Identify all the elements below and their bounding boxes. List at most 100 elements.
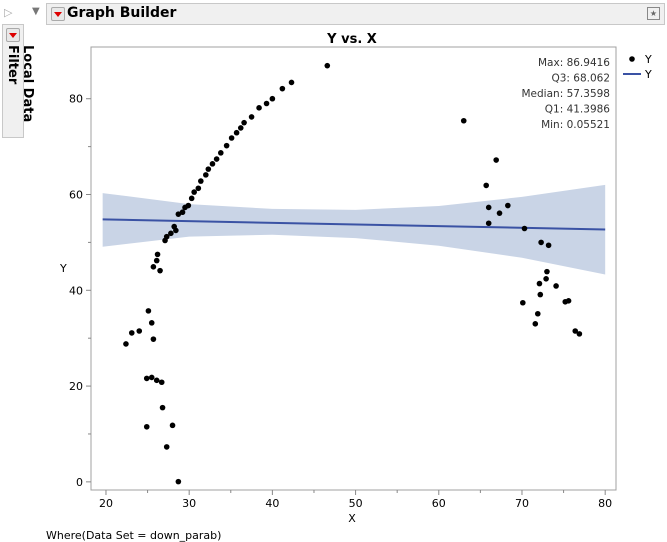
pin-icon[interactable]: ★	[647, 7, 660, 20]
confidence-band	[102, 184, 606, 275]
data-point[interactable]	[128, 330, 135, 336]
data-point[interactable]	[123, 341, 129, 347]
data-point[interactable]	[198, 178, 204, 184]
data-point[interactable]	[279, 85, 286, 92]
filter-tab-label: Local Data Filter	[5, 45, 35, 123]
data-point[interactable]	[179, 209, 186, 216]
fit-line	[102, 218, 606, 231]
data-point[interactable]	[324, 62, 331, 69]
data-point[interactable]	[485, 204, 492, 211]
data-point[interactable]	[505, 202, 511, 209]
data-point[interactable]	[248, 114, 255, 120]
x-tick-label: 80	[598, 497, 612, 510]
data-point[interactable]	[145, 308, 152, 314]
y-tick-label: 60	[69, 189, 83, 202]
data-point[interactable]	[228, 135, 235, 141]
data-point[interactable]	[269, 95, 276, 102]
data-point[interactable]	[521, 225, 528, 232]
disclosure-triangle-icon[interactable]: ▼	[32, 6, 40, 17]
data-point[interactable]	[223, 142, 230, 149]
data-point[interactable]	[496, 210, 503, 216]
y-tick-label: 0	[76, 476, 83, 489]
data-point[interactable]	[136, 328, 143, 334]
header-title: Graph Builder	[67, 5, 177, 21]
data-point[interactable]	[217, 150, 224, 156]
data-point[interactable]	[209, 161, 216, 167]
plot-frame	[90, 46, 617, 491]
data-point[interactable]	[237, 125, 244, 131]
data-point[interactable]	[188, 195, 195, 202]
local-data-filter-tab[interactable]: Local Data Filter	[2, 24, 35, 138]
data-point[interactable]	[553, 283, 559, 289]
data-point[interactable]	[171, 223, 178, 230]
red-triangle-menu-icon[interactable]	[6, 28, 20, 42]
data-point[interactable]	[532, 321, 539, 327]
data-point[interactable]	[565, 298, 572, 304]
data-point[interactable]	[175, 478, 182, 485]
y-tick-label: 80	[69, 93, 83, 106]
data-point[interactable]	[185, 202, 192, 209]
data-point[interactable]	[572, 328, 579, 334]
data-point[interactable]	[148, 320, 155, 326]
data-point[interactable]	[154, 251, 161, 258]
data-point[interactable]	[483, 182, 490, 189]
legend-label: Y	[644, 68, 652, 81]
data-point[interactable]	[163, 444, 170, 450]
where-clause: Where(Data Set = down_parab)	[46, 529, 221, 542]
data-point[interactable]	[158, 379, 165, 386]
summary-stat: Q1: 41.3986	[545, 104, 611, 116]
x-axis-label[interactable]: X	[348, 512, 356, 525]
data-point[interactable]	[493, 157, 499, 163]
x-tick-label: 40	[265, 497, 279, 510]
data-point[interactable]	[534, 310, 541, 317]
data-point[interactable]	[195, 185, 202, 192]
data-point[interactable]	[544, 268, 550, 275]
x-tick-label: 30	[182, 497, 196, 510]
data-point[interactable]	[159, 404, 166, 411]
data-point[interactable]	[163, 233, 170, 240]
data-point[interactable]	[175, 211, 182, 217]
data-point[interactable]	[205, 166, 212, 172]
summary-stat: Max: 86.9416	[538, 57, 610, 69]
data-point[interactable]	[153, 257, 160, 264]
data-point[interactable]	[288, 79, 295, 86]
data-point[interactable]	[203, 172, 209, 178]
data-point[interactable]	[460, 117, 467, 124]
data-point[interactable]	[213, 156, 220, 162]
data-point[interactable]	[157, 267, 163, 274]
red-triangle-menu-icon[interactable]	[51, 7, 65, 21]
data-point[interactable]	[538, 239, 544, 246]
data-point[interactable]	[168, 230, 174, 237]
outline-toggle-icon[interactable]: ▷	[4, 6, 13, 19]
x-tick-label: 20	[99, 497, 113, 510]
data-point[interactable]	[241, 119, 247, 126]
data-point[interactable]	[263, 100, 270, 107]
y-tick-label: 40	[69, 284, 83, 297]
data-point[interactable]	[520, 299, 526, 306]
data-point[interactable]	[576, 331, 583, 337]
x-tick-label: 70	[515, 497, 529, 510]
data-point[interactable]	[150, 336, 157, 342]
y-tick-label: 20	[69, 380, 83, 393]
data-point[interactable]	[256, 105, 262, 111]
data-point[interactable]	[148, 374, 155, 381]
summary-stat: Q3: 68.062	[551, 73, 610, 85]
data-point[interactable]	[191, 189, 197, 195]
data-point[interactable]	[233, 129, 240, 136]
data-point[interactable]	[143, 375, 150, 382]
x-tick-label: 50	[349, 497, 363, 510]
summary-stat: Median: 57.3598	[522, 88, 611, 100]
data-point[interactable]	[150, 264, 157, 270]
data-point[interactable]	[536, 280, 543, 287]
data-point[interactable]	[543, 275, 549, 282]
data-point[interactable]	[537, 291, 544, 298]
data-point[interactable]	[169, 422, 176, 429]
summary-stat: Min: 0.05521	[541, 119, 610, 131]
data-point[interactable]	[545, 242, 552, 249]
data-point[interactable]	[153, 377, 160, 384]
data-point[interactable]	[143, 423, 150, 430]
graph-builder-header: Graph Builder ★	[46, 3, 665, 25]
y-axis-label[interactable]: Y	[59, 262, 67, 275]
data-point[interactable]	[485, 220, 492, 227]
